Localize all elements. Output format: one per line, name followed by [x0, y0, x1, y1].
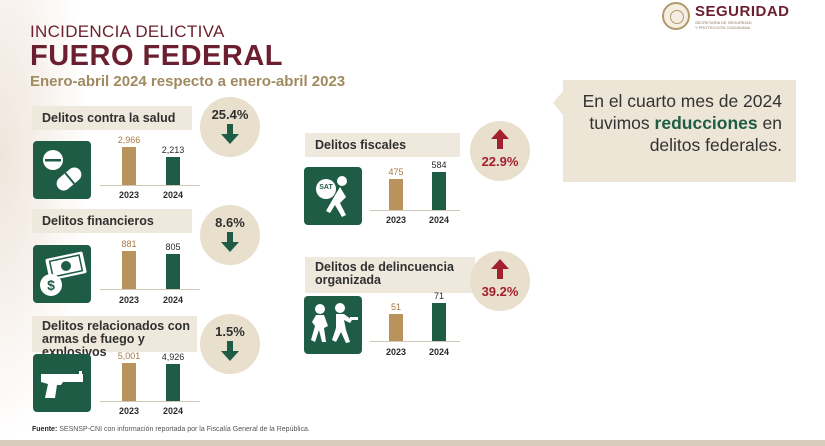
handgun-icon: [33, 354, 91, 412]
chart-1-arrow-down-icon: [227, 124, 233, 134]
sat-label: SAT: [319, 184, 333, 191]
chart-1-bar-2024: [166, 157, 180, 185]
chart-1-year-2024: 2024: [162, 190, 184, 200]
chart-3-change-value: 1.5%: [215, 324, 245, 339]
chart-2-change-value: 8.6%: [215, 215, 245, 230]
chart-1-value-2023: 2,966: [117, 135, 141, 145]
chart-4-bar-2023: [389, 179, 403, 210]
chart-1-value-2024: 2,213: [161, 145, 185, 155]
chart-2-year-2024: 2024: [162, 295, 184, 305]
chart-4-year-2024: 2024: [428, 215, 450, 225]
chart-2-baseline: [100, 289, 200, 290]
chart-4-baseline: [370, 210, 460, 211]
chart-2-bar-2024: [166, 254, 180, 289]
period-label: Enero-abril 2024 respecto a enero-abril …: [30, 73, 346, 90]
chart-5-year-2023: 2023: [385, 347, 407, 357]
chart-3-bar-2023: [122, 363, 136, 401]
footer-source: Fuente: SESNSP-CNI con información repor…: [32, 426, 310, 433]
callout-emphasis: reducciones: [654, 113, 758, 133]
header-subtitle: INCIDENCIA DELICTIVA: [30, 22, 225, 41]
chart-3-value-2024: 4,926: [161, 352, 185, 362]
chart-4-bar-2024: [432, 172, 446, 210]
chart-4-year-2023: 2023: [385, 215, 407, 225]
chart-5-year-2024: 2024: [428, 347, 450, 357]
chart-3-year-2023: 2023: [118, 406, 140, 416]
chart-1-arrow-down-head: [221, 134, 239, 144]
chart-1-baseline: [100, 185, 200, 186]
chart-5-arrow-up-icon: [491, 259, 509, 269]
chart-1-title: Delitos contra la salud: [32, 106, 192, 130]
chart-4-arrow-up-shaft: [497, 139, 503, 149]
chart-5-bar-2024: [432, 303, 446, 341]
chart-3-bar-2024: [166, 364, 180, 401]
chart-3-year-2024: 2024: [162, 406, 184, 416]
callout-text: En el cuarto mes de 2024 tuvimos reducci…: [582, 91, 782, 155]
chart-4-value-2024: 584: [431, 160, 447, 170]
chart-5-value-2023: 51: [390, 302, 401, 312]
sat-thief-icon: SAT: [304, 167, 362, 225]
chart-2-arrow-down-icon: [227, 232, 233, 242]
page-title: FUERO FEDERAL: [30, 40, 283, 72]
chart-3-title: Delitos relacionados con armas de fuego y…: [32, 316, 197, 359]
summary-callout: En el cuarto mes de 2024 tuvimos reducci…: [563, 80, 796, 182]
chart-3-arrow-down-head: [221, 351, 239, 361]
chart-5-arrow-up-shaft: [497, 269, 503, 279]
chart-4-change-value: 22.9%: [481, 154, 519, 169]
seal-icon: [662, 2, 690, 30]
svg-text:$: $: [47, 277, 55, 293]
chart-5-bar-2023: [389, 314, 403, 341]
logo-title: SEGURIDAD: [695, 3, 790, 20]
pills-icon: [33, 141, 91, 199]
chart-4-arrow-up-icon: [491, 129, 509, 139]
chart-2-title: Delitos financieros: [32, 209, 192, 233]
chart-2-value-2023: 881: [121, 239, 137, 249]
chart-1-year-2023: 2023: [118, 190, 140, 200]
gang-icon: [304, 296, 362, 354]
bottom-strip: [0, 440, 825, 446]
chart-4-value-2023: 475: [388, 167, 404, 177]
chart-2-value-2024: 805: [165, 242, 181, 252]
chart-1-change-value: 25.4%: [211, 107, 249, 122]
chart-2-bar-2023: [122, 251, 136, 289]
logo-subtitle: SECRETARÍA DE SEGURIDAD Y PROTECCIÓN CIU…: [695, 20, 752, 30]
money-icon: $: [33, 245, 91, 303]
chart-5-title: Delitos de delincuencia organizada: [305, 257, 475, 293]
seguridad-logo: SEGURIDAD SECRETARÍA DE SEGURIDAD Y PROT…: [662, 2, 812, 32]
chart-5-baseline: [370, 341, 460, 342]
chart-5-value-2024: 71: [433, 291, 444, 301]
chart-4-title: Delitos fiscales: [305, 133, 460, 157]
chart-3-baseline: [100, 401, 200, 402]
chart-2-year-2023: 2023: [118, 295, 140, 305]
chart-5-change-value: 39.2%: [481, 284, 519, 299]
chart-3-value-2023: 5,001: [117, 351, 141, 361]
chart-2-arrow-down-head: [221, 242, 239, 252]
chart-3-arrow-down-icon: [227, 341, 233, 351]
chart-1-bar-2023: [122, 147, 136, 185]
callout-pointer: [553, 91, 563, 115]
